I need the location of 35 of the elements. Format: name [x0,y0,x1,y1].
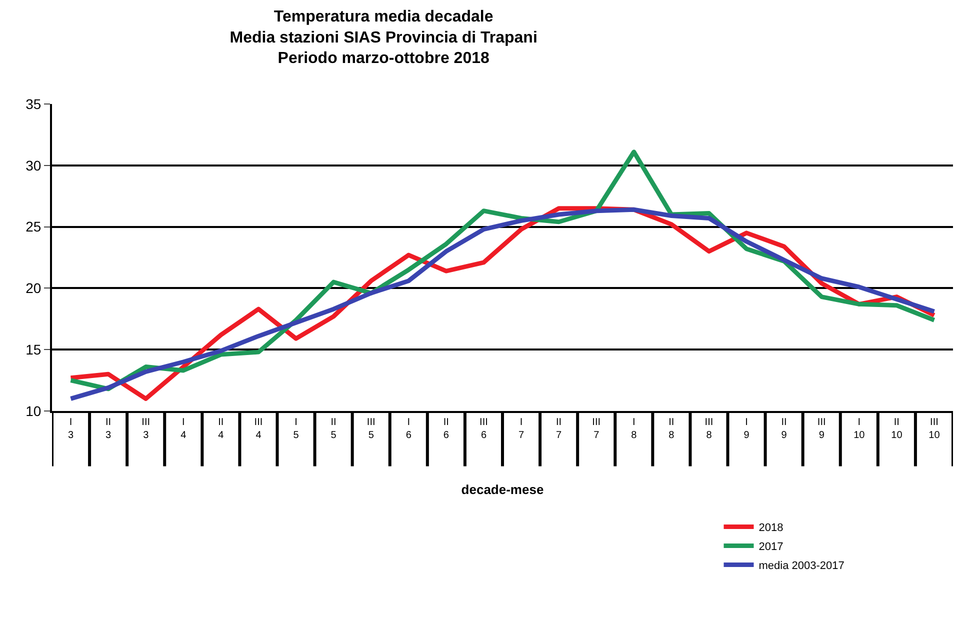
x-tick-label: II 10 [891,417,903,441]
x-axis-title: decade-mese [461,482,544,498]
x-tick-label: III 10 [928,417,940,441]
x-tick-label: II 8 [668,417,675,441]
x-tick-label: II 6 [443,417,450,441]
legend-label: 2018 [758,522,784,534]
x-tick-label: II 5 [330,417,337,441]
x-tick-label: III 5 [366,417,376,441]
y-tick-label: 25 [26,218,42,235]
x-tick-label: I 8 [631,417,638,441]
chart-title: Temperatura media decadale Media stazioni SIAS Provincia di Trapani Periodo marzo-ottobre 2018 [230,8,538,68]
x-tick-label: III 8 [704,417,714,441]
y-tick-label: 10 [26,402,42,419]
x-tick-label: II 9 [781,417,788,441]
x-tick-label: III 9 [817,417,826,441]
x-tick-label: III 6 [480,417,488,441]
x-tick-label: II 4 [218,417,224,441]
legend-label: media 2003-2017 [758,560,844,572]
x-tick-label: I 7 [518,417,524,441]
x-tick-label: III 3 [142,417,150,441]
x-tick-label: I 3 [68,417,74,441]
x-tick-label: I 10 [854,417,866,441]
y-tick-label: 15 [26,342,42,358]
x-tick-label: II 3 [106,417,112,441]
y-tick-label: 30 [26,157,42,174]
y-tick-label: 20 [26,280,42,296]
x-tick-label: III 4 [254,417,263,441]
x-tick-label: I 6 [406,417,412,441]
legend-label: 2017 [758,541,784,554]
x-tick-label: III 7 [592,417,601,441]
x-tick-label: II 7 [556,417,562,441]
x-tick-label: I 4 [180,417,187,441]
x-tick-label: I 9 [744,417,750,441]
y-tick-label: 35 [26,96,42,112]
x-tick-label: I 5 [293,417,300,441]
